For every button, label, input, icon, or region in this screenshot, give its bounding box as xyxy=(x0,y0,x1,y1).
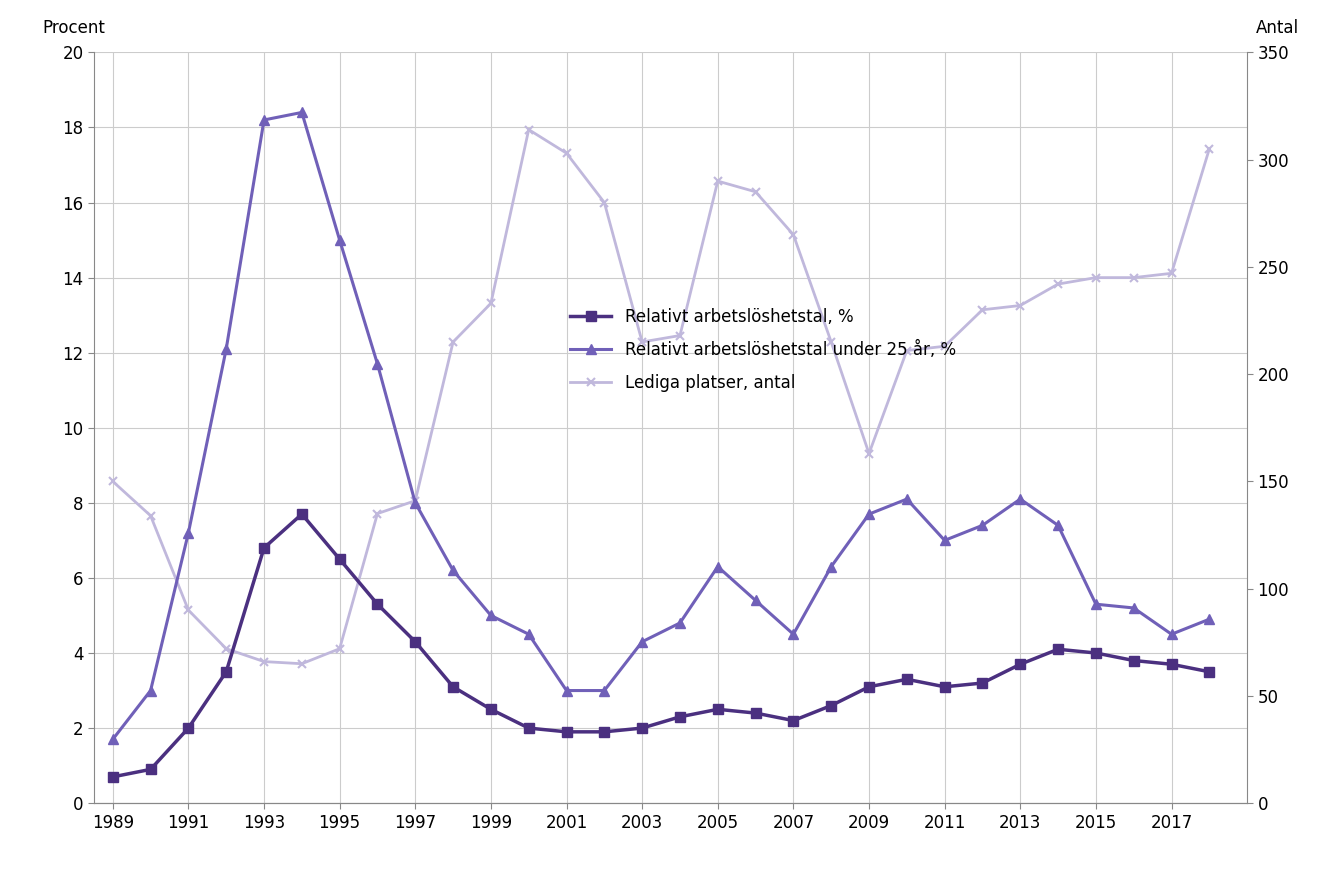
Relativt arbetslöshetstal, % xyxy=(1088,648,1104,658)
Relativt arbetslöshetstal under 25 år, % xyxy=(256,114,272,125)
Lediga platser, antal xyxy=(558,148,574,158)
Relativt arbetslöshetstal, % xyxy=(105,772,121,782)
Relativt arbetslöshetstal, % xyxy=(520,723,536,733)
Lediga platser, antal xyxy=(786,230,802,240)
Relativt arbetslöshetstal, % xyxy=(672,711,688,722)
Relativt arbetslöshetstal under 25 år, % xyxy=(105,734,121,745)
Relativt arbetslöshetstal, % xyxy=(369,599,385,609)
Relativt arbetslöshetstal, % xyxy=(483,704,499,714)
Lediga platser, antal xyxy=(597,197,613,208)
Relativt arbetslöshetstal under 25 år, % xyxy=(898,494,915,505)
Lediga platser, antal xyxy=(709,175,725,186)
Lediga platser, antal xyxy=(180,605,196,615)
Lediga platser, antal xyxy=(483,298,499,308)
Relativt arbetslöshetstal, % xyxy=(445,682,461,692)
Relativt arbetslöshetstal, % xyxy=(597,726,613,737)
Relativt arbetslöshetstal under 25 år, % xyxy=(294,107,310,118)
Relativt arbetslöshetstal, % xyxy=(634,723,650,733)
Relativt arbetslöshetstal, % xyxy=(709,704,725,714)
Relativt arbetslöshetstal, % xyxy=(936,682,952,692)
Relativt arbetslöshetstal, % xyxy=(408,636,424,647)
Lediga platser, antal xyxy=(1088,272,1104,283)
Relativt arbetslöshetstal under 25 år, % xyxy=(747,595,763,606)
Relativt arbetslöshetstal under 25 år, % xyxy=(180,527,196,538)
Lediga platser, antal xyxy=(105,476,121,486)
Relativt arbetslöshetstal, % xyxy=(142,764,158,774)
Text: Antal: Antal xyxy=(1257,19,1299,38)
Relativt arbetslöshetstal under 25 år, % xyxy=(936,535,952,546)
Relativt arbetslöshetstal, % xyxy=(219,667,235,677)
Relativt arbetslöshetstal under 25 år, % xyxy=(445,565,461,575)
Relativt arbetslöshetstal under 25 år, % xyxy=(219,344,235,354)
Relativt arbetslöshetstal under 25 år, % xyxy=(1012,494,1029,505)
Relativt arbetslöshetstal, % xyxy=(975,677,991,688)
Lediga platser, antal xyxy=(219,643,235,654)
Lediga platser, antal xyxy=(936,341,952,352)
Relativt arbetslöshetstal under 25 år, % xyxy=(861,509,877,519)
Lediga platser, antal xyxy=(975,305,991,315)
Relativt arbetslöshetstal under 25 år, % xyxy=(823,561,839,572)
Legend: Relativt arbetslöshetstal, %, Relativt arbetslöshetstal under 25 år, %, Lediga p: Relativt arbetslöshetstal, %, Relativt a… xyxy=(563,301,963,398)
Lediga platser, antal xyxy=(634,337,650,347)
Lediga platser, antal xyxy=(1164,268,1180,278)
Relativt arbetslöshetstal under 25 år, % xyxy=(786,629,802,639)
Relativt arbetslöshetstal under 25 år, % xyxy=(1050,520,1066,531)
Relativt arbetslöshetstal, % xyxy=(558,726,574,737)
Relativt arbetslöshetstal, % xyxy=(1202,667,1218,677)
Relativt arbetslöshetstal under 25 år, % xyxy=(558,685,574,696)
Relativt arbetslöshetstal under 25 år, % xyxy=(597,685,613,696)
Line: Relativt arbetslöshetstal, %: Relativt arbetslöshetstal, % xyxy=(107,509,1214,781)
Relativt arbetslöshetstal under 25 år, % xyxy=(142,685,158,696)
Relativt arbetslöshetstal under 25 år, % xyxy=(483,610,499,621)
Relativt arbetslöshetstal, % xyxy=(1050,644,1066,655)
Lediga platser, antal xyxy=(1125,272,1141,283)
Relativt arbetslöshetstal, % xyxy=(823,700,839,711)
Relativt arbetslöshetstal under 25 år, % xyxy=(369,359,385,369)
Relativt arbetslöshetstal under 25 år, % xyxy=(1164,629,1180,639)
Lediga platser, antal xyxy=(1012,300,1029,311)
Relativt arbetslöshetstal under 25 år, % xyxy=(1088,599,1104,609)
Relativt arbetslöshetstal under 25 år, % xyxy=(672,618,688,629)
Lediga platser, antal xyxy=(142,511,158,521)
Lediga platser, antal xyxy=(520,124,536,134)
Line: Lediga platser, antal: Lediga platser, antal xyxy=(109,126,1214,668)
Lediga platser, antal xyxy=(331,643,347,654)
Relativt arbetslöshetstal, % xyxy=(331,553,347,564)
Relativt arbetslöshetstal under 25 år, % xyxy=(634,636,650,647)
Lediga platser, antal xyxy=(672,330,688,340)
Relativt arbetslöshetstal, % xyxy=(256,543,272,553)
Lediga platser, antal xyxy=(1050,278,1066,289)
Text: Procent: Procent xyxy=(42,19,105,38)
Relativt arbetslöshetstal under 25 år, % xyxy=(520,629,536,639)
Lediga platser, antal xyxy=(294,658,310,669)
Relativt arbetslöshetstal, % xyxy=(861,682,877,692)
Relativt arbetslöshetstal, % xyxy=(294,509,310,519)
Lediga platser, antal xyxy=(1202,144,1218,155)
Lediga platser, antal xyxy=(823,337,839,347)
Relativt arbetslöshetstal under 25 år, % xyxy=(1125,602,1141,613)
Lediga platser, antal xyxy=(898,346,915,356)
Relativt arbetslöshetstal, % xyxy=(1012,659,1029,670)
Relativt arbetslöshetstal under 25 år, % xyxy=(709,561,725,572)
Relativt arbetslöshetstal, % xyxy=(1164,659,1180,670)
Relativt arbetslöshetstal under 25 år, % xyxy=(408,498,424,508)
Relativt arbetslöshetstal, % xyxy=(786,715,802,725)
Lediga platser, antal xyxy=(445,337,461,347)
Lediga platser, antal xyxy=(256,656,272,667)
Relativt arbetslöshetstal, % xyxy=(898,674,915,684)
Relativt arbetslöshetstal, % xyxy=(180,723,196,733)
Relativt arbetslöshetstal under 25 år, % xyxy=(1202,614,1218,624)
Relativt arbetslöshetstal, % xyxy=(747,708,763,718)
Relativt arbetslöshetstal, % xyxy=(1125,656,1141,666)
Lediga platser, antal xyxy=(861,448,877,458)
Lediga platser, antal xyxy=(747,187,763,197)
Line: Relativt arbetslöshetstal under 25 år, %: Relativt arbetslöshetstal under 25 år, % xyxy=(107,107,1214,744)
Lediga platser, antal xyxy=(369,508,385,519)
Relativt arbetslöshetstal under 25 år, % xyxy=(331,235,347,245)
Lediga platser, antal xyxy=(408,496,424,506)
Relativt arbetslöshetstal under 25 år, % xyxy=(975,520,991,531)
